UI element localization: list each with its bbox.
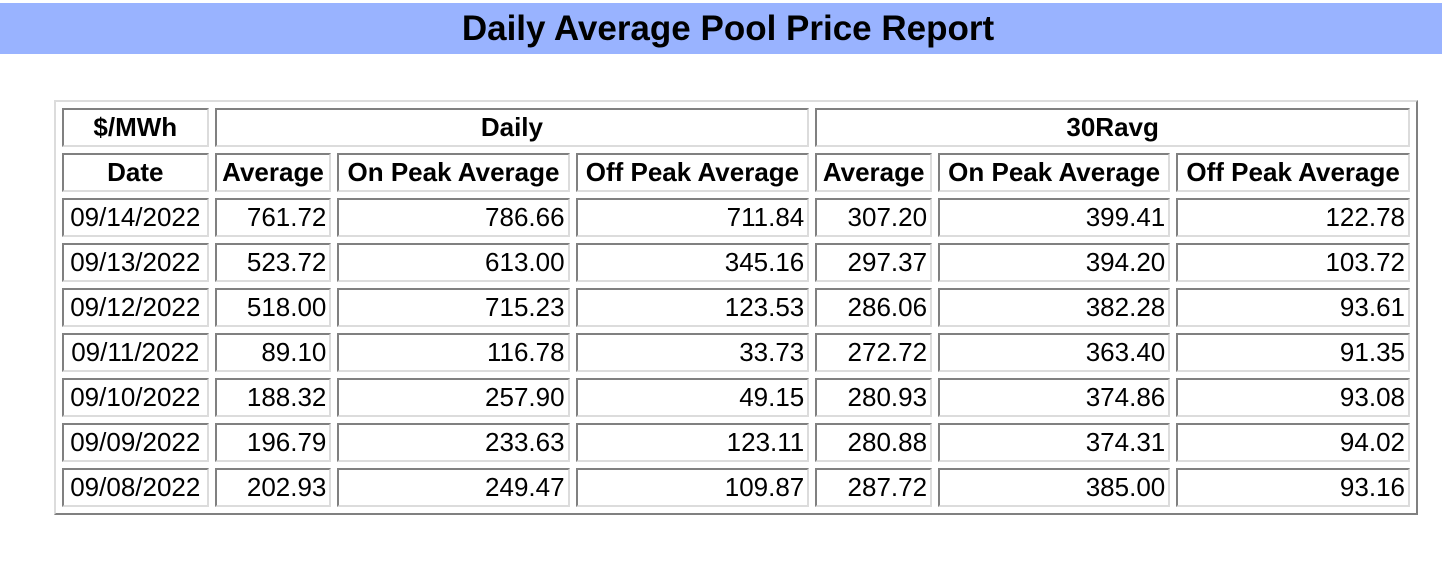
daily-average-cell: 188.32	[214, 378, 332, 417]
30ravg-on-peak-header: On Peak Average	[938, 153, 1171, 192]
30ravg-off-peak-cell: 103.72	[1176, 243, 1410, 282]
30ravg-off-peak-cell: 94.02	[1176, 423, 1410, 462]
daily-average-cell: 202.93	[214, 468, 332, 507]
30ravg-average-header: Average	[815, 153, 933, 192]
30ravg-on-peak-cell: 363.40	[938, 333, 1171, 372]
header-row-groups: $/MWh Daily 30Ravg	[62, 108, 1410, 147]
daily-group-header: Daily	[214, 108, 810, 147]
daily-on-peak-cell: 257.90	[337, 378, 570, 417]
30ravg-average-cell: 280.93	[815, 378, 933, 417]
30ravg-group-header: 30Ravg	[815, 108, 1410, 147]
table-row: 09/14/2022 761.72 786.66 711.84 307.20 3…	[62, 198, 1410, 237]
table-row: 09/11/2022 89.10 116.78 33.73 272.72 363…	[62, 333, 1410, 372]
30ravg-on-peak-cell: 374.86	[938, 378, 1171, 417]
date-cell: 09/10/2022	[62, 378, 209, 417]
table-row: 09/10/2022 188.32 257.90 49.15 280.93 37…	[62, 378, 1410, 417]
date-cell: 09/12/2022	[62, 288, 209, 327]
daily-average-cell: 523.72	[214, 243, 332, 282]
date-cell: 09/13/2022	[62, 243, 209, 282]
daily-off-peak-cell: 49.15	[575, 378, 810, 417]
30ravg-on-peak-cell: 394.20	[938, 243, 1171, 282]
daily-off-peak-cell: 33.73	[575, 333, 810, 372]
date-column-header: Date	[62, 153, 209, 192]
30ravg-off-peak-cell: 93.16	[1176, 468, 1410, 507]
daily-average-cell: 89.10	[214, 333, 332, 372]
daily-off-peak-cell: 109.87	[575, 468, 810, 507]
daily-off-peak-cell: 123.11	[575, 423, 810, 462]
table-row: 09/08/2022 202.93 249.47 109.87 287.72 3…	[62, 468, 1410, 507]
pool-price-table: $/MWh Daily 30Ravg Date Average On Peak …	[54, 100, 1418, 515]
daily-on-peak-cell: 715.23	[337, 288, 570, 327]
30ravg-average-cell: 280.88	[815, 423, 933, 462]
date-cell: 09/14/2022	[62, 198, 209, 237]
30ravg-average-cell: 286.06	[815, 288, 933, 327]
daily-on-peak-cell: 233.63	[337, 423, 570, 462]
30ravg-on-peak-cell: 399.41	[938, 198, 1171, 237]
date-cell: 09/11/2022	[62, 333, 209, 372]
daily-average-cell: 518.00	[214, 288, 332, 327]
daily-off-peak-cell: 123.53	[575, 288, 810, 327]
30ravg-average-cell: 272.72	[815, 333, 933, 372]
daily-off-peak-cell: 345.16	[575, 243, 810, 282]
daily-average-cell: 761.72	[214, 198, 332, 237]
header-row-columns: Date Average On Peak Average Off Peak Av…	[62, 153, 1410, 192]
page-title: Daily Average Pool Price Report	[0, 3, 1442, 54]
table-row: 09/12/2022 518.00 715.23 123.53 286.06 3…	[62, 288, 1410, 327]
daily-on-peak-cell: 116.78	[337, 333, 570, 372]
table-row: 09/09/2022 196.79 233.63 123.11 280.88 3…	[62, 423, 1410, 462]
daily-on-peak-cell: 613.00	[337, 243, 570, 282]
30ravg-on-peak-cell: 382.28	[938, 288, 1171, 327]
unit-header: $/MWh	[62, 108, 209, 147]
date-cell: 09/09/2022	[62, 423, 209, 462]
daily-off-peak-cell: 711.84	[575, 198, 810, 237]
30ravg-average-cell: 297.37	[815, 243, 933, 282]
table-row: 09/13/2022 523.72 613.00 345.16 297.37 3…	[62, 243, 1410, 282]
30ravg-off-peak-cell: 91.35	[1176, 333, 1410, 372]
30ravg-average-cell: 307.20	[815, 198, 933, 237]
30ravg-off-peak-cell: 93.08	[1176, 378, 1410, 417]
date-cell: 09/08/2022	[62, 468, 209, 507]
daily-on-peak-cell: 786.66	[337, 198, 570, 237]
30ravg-off-peak-header: Off Peak Average	[1176, 153, 1410, 192]
daily-on-peak-cell: 249.47	[337, 468, 570, 507]
30ravg-off-peak-cell: 93.61	[1176, 288, 1410, 327]
30ravg-average-cell: 287.72	[815, 468, 933, 507]
30ravg-on-peak-cell: 374.31	[938, 423, 1171, 462]
daily-on-peak-header: On Peak Average	[337, 153, 570, 192]
daily-off-peak-header: Off Peak Average	[575, 153, 810, 192]
daily-average-header: Average	[214, 153, 332, 192]
daily-average-cell: 196.79	[214, 423, 332, 462]
30ravg-on-peak-cell: 385.00	[938, 468, 1171, 507]
30ravg-off-peak-cell: 122.78	[1176, 198, 1410, 237]
